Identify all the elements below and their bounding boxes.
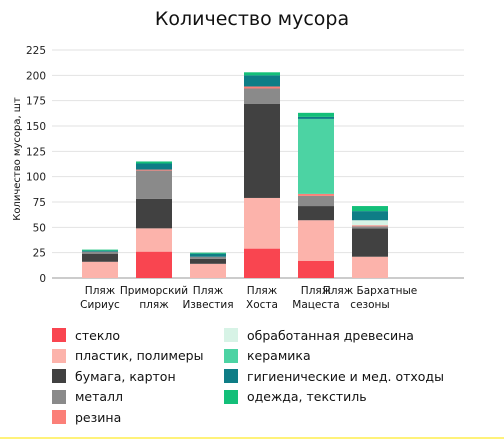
x-tick-label: Известия: [182, 299, 233, 311]
x-tick-label: Пляж: [301, 285, 332, 297]
bar-segment: [298, 220, 334, 261]
chart-title: Количество мусора: [154, 8, 350, 30]
bar-segment: [82, 250, 118, 252]
y-tick-label: 200: [26, 70, 46, 82]
y-tick-label: 175: [26, 96, 46, 108]
x-tick-label: Мацеста: [292, 299, 339, 311]
x-tick-label: Пляж: [247, 285, 278, 297]
x-tick-label: сезоны: [350, 299, 389, 311]
legend-swatch: [52, 348, 66, 363]
legend-swatch: [52, 389, 66, 404]
bar-segment: [244, 248, 280, 278]
legend-label: обработанная древесина: [247, 327, 414, 343]
legend-item: пластик, полимеры: [52, 347, 203, 365]
legend-item: стекло: [52, 326, 120, 344]
bar-segment: [352, 211, 388, 221]
bottom-border: [0, 437, 504, 439]
legend-swatch: [52, 328, 66, 342]
bar-segment: [82, 261, 118, 278]
y-axis-label: Количество мусора, шт: [12, 97, 23, 221]
x-tick-label: Хоста: [246, 299, 278, 311]
bar-segment: [298, 195, 334, 207]
bar-segment: [298, 116, 334, 119]
bar-segment: [244, 75, 280, 87]
y-tick-label: 0: [39, 273, 46, 285]
legend-label: бумага, картон: [75, 368, 176, 384]
legend-swatch: [224, 369, 238, 383]
legend-swatch: [224, 328, 238, 342]
bar-segment: [352, 226, 388, 229]
bar-segment: [244, 88, 280, 104]
bar-segment: [352, 220, 388, 226]
bar-segment: [190, 258, 226, 264]
bar-segment: [298, 206, 334, 221]
y-tick-label: 125: [26, 146, 46, 158]
legend-item: обработанная древесина: [224, 326, 414, 344]
bar-segment: [190, 252, 226, 254]
y-tick-label: 25: [33, 248, 46, 260]
y-tick-label: 225: [26, 45, 46, 57]
bar-segment: [352, 225, 388, 227]
bar-segment: [136, 170, 172, 199]
legend-item: резина: [52, 408, 121, 426]
legend-item: бумага, картон: [52, 367, 176, 385]
y-tick-label: 75: [33, 197, 46, 209]
bar-segment: [244, 103, 280, 198]
x-tick-label: Пляж Бархатные: [323, 285, 417, 297]
bar-segment: [298, 118, 334, 194]
legend-swatch: [52, 410, 66, 424]
bar-segment: [82, 251, 118, 254]
bar-segment: [136, 198, 172, 229]
stacked-bar-chart: 0 25 50 75 100 125 150 175 200 225 Количество мусо…: [12, 45, 464, 311]
x-tick-label: Приморский: [120, 285, 188, 297]
bar-segment: [82, 249, 118, 251]
bar-segment: [190, 253, 226, 257]
bar-segment: [298, 112, 334, 117]
legend-label: керамика: [247, 348, 311, 363]
legend-label: одежда, текстиль: [247, 389, 367, 404]
legend-label: гигиенические и мед. отходы: [247, 368, 444, 384]
legend-swatch: [52, 369, 66, 383]
bar-segment: [136, 163, 172, 170]
x-tick-label: Сириус: [80, 299, 120, 311]
y-tick-label: 50: [33, 222, 46, 234]
bar-segment: [190, 263, 226, 278]
x-tick-label: Пляж: [193, 285, 224, 297]
bar-segment: [244, 197, 280, 249]
legend-item: металл: [52, 388, 123, 406]
legend: стекло пластик, полимеры бумага, картон мет…: [52, 326, 502, 430]
bar-segment: [82, 253, 118, 262]
legend-label: пластик, полимеры: [75, 348, 204, 363]
legend-label: металл: [75, 389, 124, 404]
bar-segment: [298, 260, 334, 278]
bar-segment: [190, 256, 226, 259]
legend-swatch: [224, 348, 238, 363]
y-tick-label: 150: [26, 121, 46, 133]
bar-segment: [244, 86, 280, 89]
bar-segment: [352, 228, 388, 257]
y-tick-label: 100: [26, 172, 46, 184]
bar-segment: [298, 193, 334, 196]
legend-item: одежда, текстиль: [224, 388, 367, 406]
legend-swatch: [224, 389, 238, 404]
x-tick-label: Пляж: [85, 285, 116, 297]
legend-label: резина: [75, 409, 122, 425]
bar-segment: [136, 169, 172, 171]
x-tick-label: пляж: [139, 299, 169, 311]
legend-item: гигиенические и мед. отходы: [224, 367, 444, 385]
bar-segment: [136, 161, 172, 164]
bar-segment: [244, 72, 280, 76]
bar-segment: [136, 251, 172, 278]
legend-label: стекло: [75, 327, 121, 343]
bar-segment: [352, 256, 388, 278]
bar-segment: [136, 228, 172, 252]
legend-item: керамика: [224, 347, 311, 365]
bar-segment: [352, 206, 388, 212]
